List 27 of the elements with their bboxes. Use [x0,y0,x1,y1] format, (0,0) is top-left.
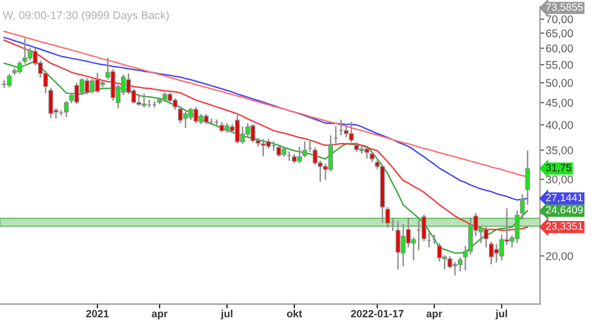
text: 27,1441 [546,194,583,203]
y-tick-label: 20,00 [546,252,573,262]
text: 24,6409 [546,206,583,215]
x-tick-label: 2022-01-17 [350,310,404,318]
x-tick-label: apr [426,312,442,320]
x-tick-label: okt [286,310,302,318]
candlestick [302,141,308,158]
candlestick [520,194,525,220]
y-tick-label: 60,00 [546,44,573,54]
y-tick-label: 30,00 [546,176,573,185]
candlestick [64,101,69,118]
chart-title: W, 09:00-17:30 (9999 Days Back) [2,11,169,22]
x-tick-label: jul [495,310,507,320]
x-tick-label: jul [220,310,232,320]
y-tick-label: 50,00 [546,78,573,88]
candlestick [525,150,530,205]
text: 31,75 [546,164,572,173]
x-tick-label: 2021 [86,310,109,318]
text: 23,3351 [546,222,583,232]
y-tick-label: 45,00 [546,98,573,108]
y-tick-label: 35,00 [546,146,573,156]
text: 73,5855 [546,3,583,12]
y-tick-label: 40,00 [546,121,573,130]
y-tick-label: 55,00 [546,60,573,70]
x-tick-label: apr [152,312,168,320]
y-tick-label: 70,00 [546,15,573,25]
y-tick-label: 65,00 [546,29,573,39]
